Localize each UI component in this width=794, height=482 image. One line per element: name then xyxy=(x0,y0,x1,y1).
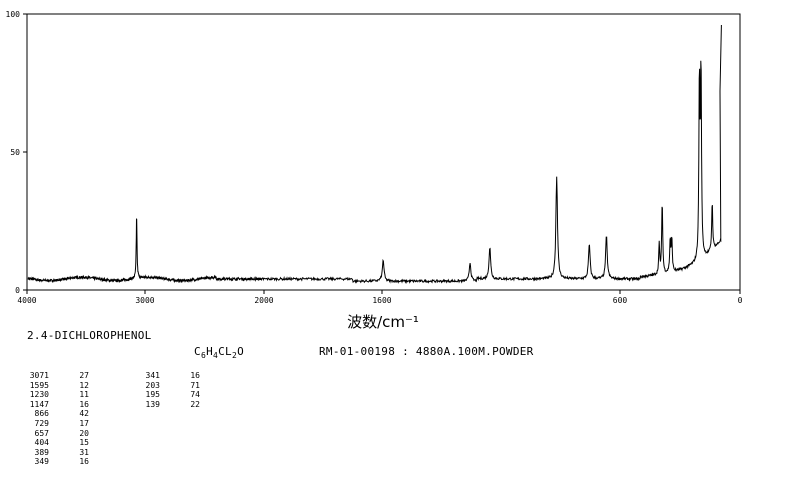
plot-frame xyxy=(26,13,741,291)
y-tick-label: 100 xyxy=(6,10,21,19)
formula-subscript: 6 xyxy=(200,351,207,361)
table-row: 341 16 xyxy=(140,371,200,381)
x-tick-label: 4000 xyxy=(17,296,36,305)
peak-table-column-1: 3071 27 1595 12 1230 11 1147 16 866 42 729 17 … xyxy=(29,371,89,467)
x-tick-label: 1600 xyxy=(372,296,391,305)
peak-wavenumber: 341 xyxy=(145,371,160,380)
x-axis-ticks: 4000 3000 2000 1600 600 0 xyxy=(17,290,743,305)
y-axis-ticks: 0 50 100 xyxy=(6,10,27,295)
peak-intensity: 42 xyxy=(79,409,89,419)
molecular-formula: C6H4CL2O xyxy=(194,345,244,360)
table-row: 195 74 xyxy=(140,390,200,400)
table-row: 1147 16 xyxy=(29,400,89,410)
table-row: 3071 27 xyxy=(29,371,89,381)
peak-intensity: 16 xyxy=(190,371,200,380)
peak-table-column-2: 341 16 203 71 195 74 139 22 xyxy=(140,371,200,409)
table-row: 866 42 xyxy=(29,409,89,419)
peak-intensity: 20 xyxy=(79,428,89,438)
peak-intensity: 16 xyxy=(79,399,89,409)
table-row: 389 31 xyxy=(29,448,89,458)
peak-wavenumber: 866 xyxy=(34,409,49,419)
peak-intensity: 15 xyxy=(79,438,89,448)
spectrum-line xyxy=(27,24,722,285)
x-axis-title: 波数/cm⁻¹ xyxy=(347,313,419,330)
peak-intensity: 16 xyxy=(79,457,89,467)
table-row: 729 17 xyxy=(29,419,89,429)
peak-wavenumber: 195 xyxy=(145,390,160,400)
formula-part: CL xyxy=(218,345,232,358)
y-tick-label: 50 xyxy=(10,148,20,157)
table-row: 203 71 xyxy=(140,381,200,391)
peak-wavenumber: 203 xyxy=(145,380,160,390)
y-tick-label: 0 xyxy=(15,286,20,295)
peak-wavenumber: 3071 xyxy=(29,371,49,380)
peak-intensity: 31 xyxy=(79,447,89,457)
peak-wavenumber: 389 xyxy=(34,447,49,457)
table-row: 1230 11 xyxy=(29,390,89,400)
peak-intensity: 71 xyxy=(190,380,200,390)
x-tick-label: 600 xyxy=(613,296,628,305)
x-tick-label: 2000 xyxy=(254,296,273,305)
peak-wavenumber: 1230 xyxy=(29,390,49,400)
peak-wavenumber: 1147 xyxy=(29,399,49,409)
table-row: 1595 12 xyxy=(29,381,89,391)
formula-part: C xyxy=(194,345,201,358)
table-row: 404 15 xyxy=(29,438,89,448)
peak-wavenumber: 729 xyxy=(34,418,49,428)
peak-wavenumber: 404 xyxy=(34,438,49,448)
x-tick-label: 0 xyxy=(738,296,743,305)
raman-spectrum-chart: 0 50 100 4000 3000 2000 1600 600 0 波数/cm⁻¹ xyxy=(6,10,743,330)
peak-intensity: 74 xyxy=(190,390,200,400)
peak-wavenumber: 1595 xyxy=(29,380,49,390)
record-id: RM-01-00198 : 4880A.100M.POWDER xyxy=(319,345,534,358)
x-tick-label: 3000 xyxy=(135,296,154,305)
table-row: 349 16 xyxy=(29,457,89,467)
formula-subscript: 2 xyxy=(231,351,238,361)
peak-wavenumber: 349 xyxy=(34,457,49,467)
table-row: 139 22 xyxy=(140,400,200,410)
peak-intensity: 12 xyxy=(79,380,89,390)
table-row: 657 20 xyxy=(29,429,89,439)
peak-intensity: 27 xyxy=(79,371,89,380)
formula-part: H xyxy=(206,345,213,358)
compound-name: 2.4-DICHLOROPHENOL xyxy=(27,329,152,342)
peak-intensity: 11 xyxy=(79,390,89,400)
peak-intensity: 17 xyxy=(79,418,89,428)
peak-wavenumber: 139 xyxy=(145,399,160,409)
formula-subscript: 4 xyxy=(213,351,219,361)
peak-wavenumber: 657 xyxy=(34,428,49,438)
peak-intensity: 22 xyxy=(190,399,200,409)
formula-part: O xyxy=(237,345,245,358)
